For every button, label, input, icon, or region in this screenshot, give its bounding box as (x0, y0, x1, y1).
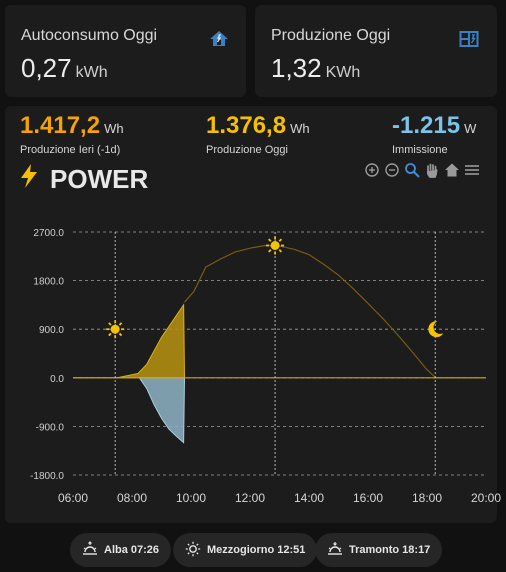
y-tick-label: 0.0 (50, 374, 64, 385)
chart-series (73, 244, 486, 444)
x-tick-label: 12:00 (235, 491, 265, 505)
solar-panel-icon (459, 29, 479, 49)
metric-unit: Wh (290, 121, 310, 136)
autoconsumo-card[interactable]: Autoconsumo Oggi 0,27 kWh (5, 5, 246, 97)
mezzogiorno-label: Mezzogiorno 12:51 (207, 544, 306, 556)
sun-core (270, 241, 280, 250)
x-tick-label: 14:00 (294, 491, 324, 505)
x-tick-label: 16:00 (353, 491, 383, 505)
chart-toolbar (364, 162, 480, 178)
x-tick-label: 18:00 (412, 491, 442, 505)
x-tick-label: 08:00 (117, 491, 147, 505)
metric-unit: Wh (104, 121, 124, 136)
moon-icon (428, 321, 444, 338)
sun-ray (108, 322, 112, 326)
metric-unit: W (464, 121, 477, 136)
autoconsumo-title: Autoconsumo Oggi (21, 27, 158, 44)
moon-shape (428, 321, 444, 338)
metric-label: Produzione Ieri (-1d) (20, 144, 121, 156)
autoconsumo-value: 0,27 kWh (21, 53, 108, 83)
chart-grid (73, 231, 486, 476)
metric-produzione-oggi: 1.376,8 Wh Produzione Oggi (206, 112, 310, 156)
sun-core (110, 324, 120, 334)
produzione-card[interactable]: Produzione Oggi 1,32 KWh (255, 5, 497, 97)
metric-label: Immissione (392, 144, 448, 156)
y-axis: 2700.0 1800.0 900.0 0.0 -900.0 -1800.0 (30, 228, 64, 482)
sun-ray (108, 332, 112, 337)
produzione-title: Produzione Oggi (271, 27, 391, 44)
zoom-in-icon[interactable] (364, 162, 380, 178)
reset-home-icon[interactable] (444, 162, 460, 178)
sun-ray (278, 238, 283, 242)
tramonto-label: Tramonto 18:17 (349, 544, 431, 556)
sun-icon (266, 236, 285, 255)
power-card (5, 106, 497, 523)
immission-area (138, 377, 186, 444)
y-tick-label: 900.0 (39, 325, 64, 336)
sun-icon (106, 320, 125, 339)
y-tick-label: 2700.0 (33, 228, 64, 239)
home-solar-icon (209, 29, 229, 49)
production-area (73, 303, 186, 379)
sun-ray (278, 249, 283, 253)
lightning-icon (18, 163, 40, 196)
sun-ray (118, 332, 123, 337)
sun-outline-icon (185, 541, 201, 560)
x-tick-label: 10:00 (176, 491, 206, 505)
metric-immissione: -1.215 W Immissione (392, 112, 476, 156)
menu-icon[interactable] (464, 162, 480, 178)
alba-label: Alba 07:26 (104, 544, 160, 556)
sunset-icon (327, 541, 343, 560)
sun-ray (268, 238, 272, 242)
yesterday-line (184, 244, 486, 379)
metric-value: 1.376,8 (206, 112, 287, 139)
produzione-value: 1,32 KWh (271, 53, 361, 83)
alba-pill[interactable]: Alba 07:26 (70, 533, 172, 567)
zoom-out-icon[interactable] (384, 162, 400, 178)
sun-ray (118, 322, 123, 326)
metric-produzione-ieri: 1.417,2 Wh Produzione Ieri (-1d) (20, 112, 124, 156)
power-title: POWER (50, 164, 149, 194)
mezzogiorno-pill[interactable]: Mezzogiorno 12:51 (173, 533, 318, 567)
y-tick-label: -1800.0 (30, 471, 64, 482)
metric-value: 1.417,2 (20, 112, 101, 139)
pan-hand-icon[interactable] (424, 162, 440, 178)
x-tick-label: 20:00 (471, 491, 501, 505)
sun-ray (268, 249, 272, 253)
zoom-select-icon[interactable] (404, 162, 420, 178)
y-tick-label: 1800.0 (33, 277, 64, 288)
chart-markers (106, 232, 444, 475)
x-axis: 06:00 08:00 10:00 12:00 14:00 16:00 18:00 20:00 (58, 491, 501, 505)
x-tick-label: 06:00 (58, 491, 88, 505)
y-tick-label: -900.0 (36, 422, 65, 433)
power-heading: POWER (18, 163, 148, 196)
metric-value: -1.215 (392, 112, 461, 139)
sunrise-icon (82, 540, 98, 560)
tramonto-pill[interactable]: Tramonto 18:17 (315, 533, 443, 567)
metric-label: Produzione Oggi (206, 144, 288, 156)
